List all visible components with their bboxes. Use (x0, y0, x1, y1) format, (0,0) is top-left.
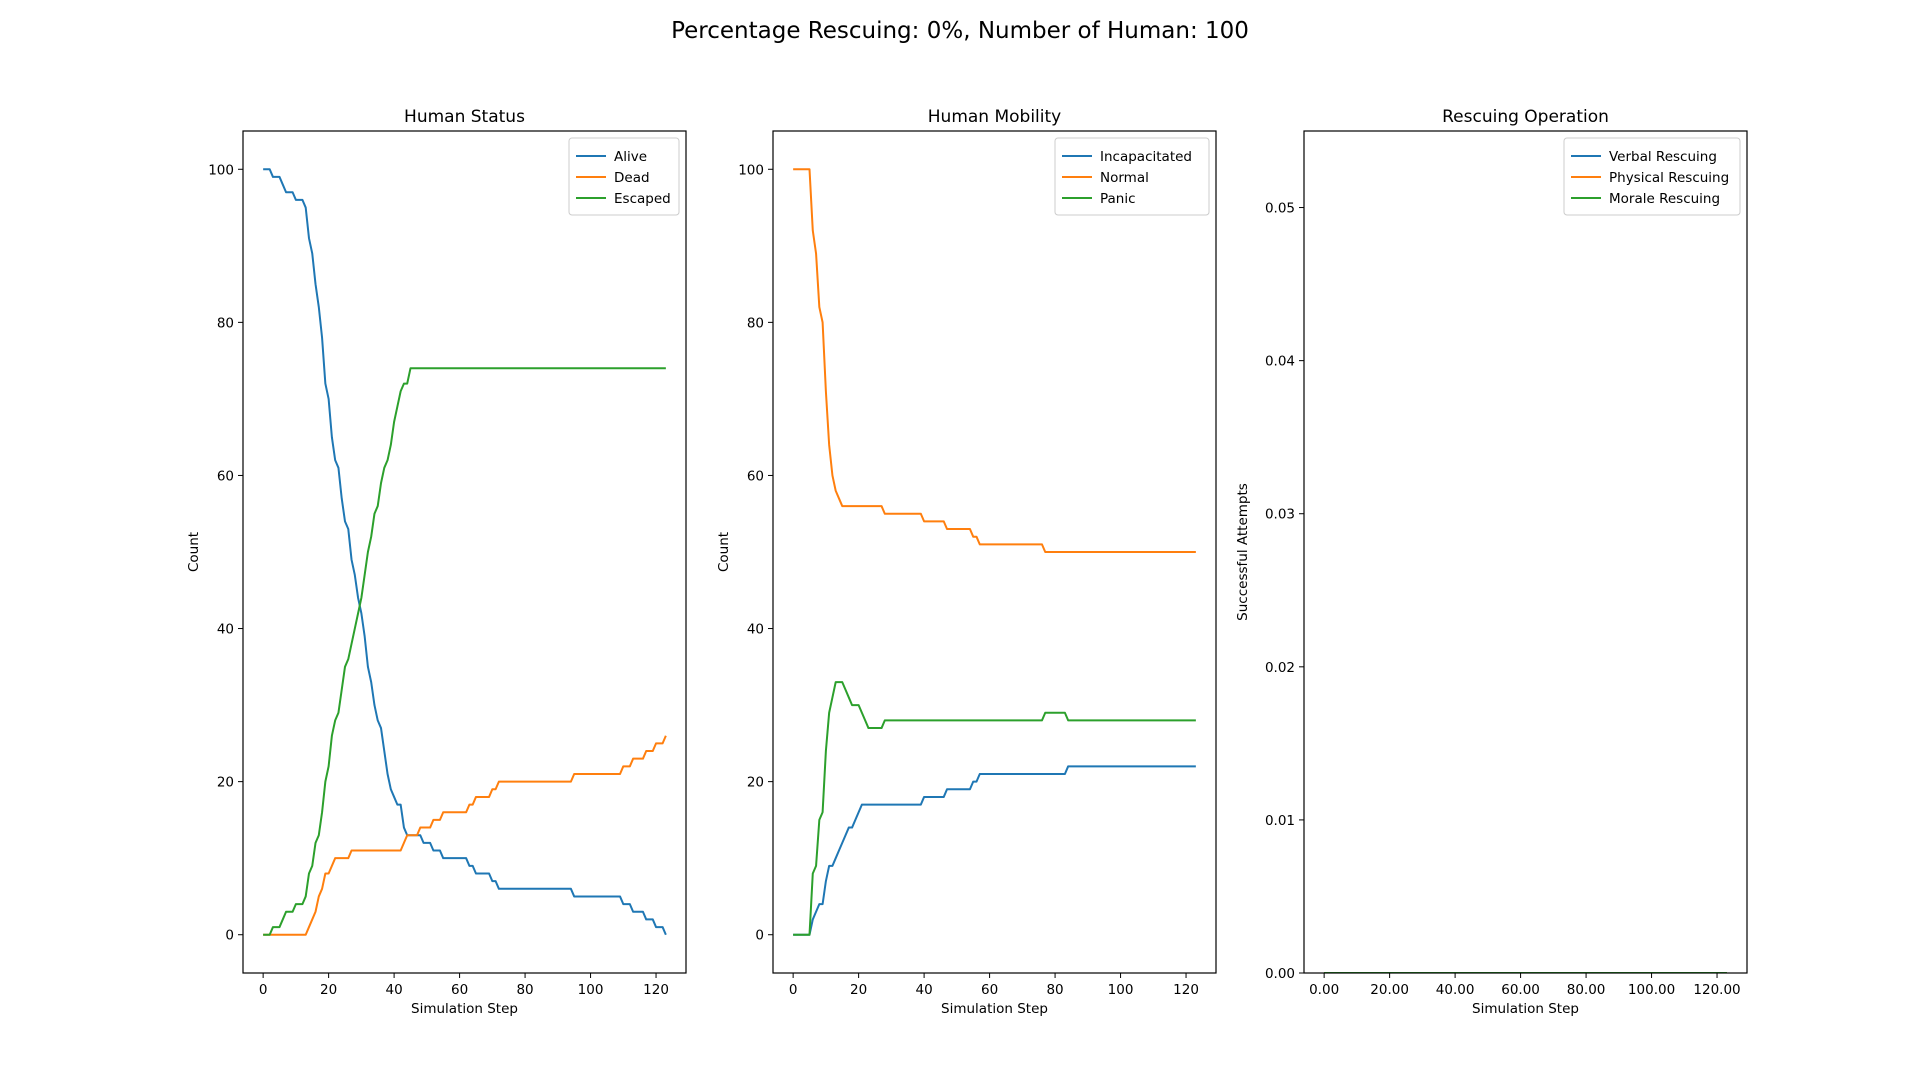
x-tick-label: 60 (981, 982, 998, 998)
subplot-title: Human Mobility (928, 107, 1061, 127)
y-tick-label: 80 (217, 315, 234, 331)
x-tick-label: 40 (916, 982, 933, 998)
x-tick-label: 80 (1046, 982, 1063, 998)
x-tick-label: 120 (1173, 982, 1199, 998)
x-tick-label: 0 (789, 982, 798, 998)
x-tick-label: 120.00 (1693, 982, 1740, 998)
legend: Incapacitated Normal Panic (1054, 137, 1210, 216)
x-tick-label: 60.00 (1501, 982, 1540, 998)
series-line-normal (793, 168, 1196, 553)
axes-frame (772, 130, 1217, 974)
x-tick-label: 100 (578, 982, 604, 998)
y-axis-label: Count (186, 532, 202, 572)
series-line-panic (793, 681, 1196, 936)
series-line-dead (263, 735, 667, 936)
series-line-escaped (263, 367, 666, 936)
y-tick-label: 0.01 (1265, 813, 1295, 829)
series-line-alive (263, 168, 667, 936)
y-tick-label: 80 (747, 315, 764, 331)
y-tick-label: 40 (747, 622, 764, 638)
y-tick-label: 0 (755, 928, 764, 944)
legend: Alive Dead Escaped (568, 137, 680, 216)
x-tick-label: 80.00 (1567, 982, 1606, 998)
legend-frame (1054, 137, 1210, 216)
y-tick-label: 60 (747, 468, 764, 484)
legend-label-morale-rescuing: Morale Rescuing (1609, 191, 1720, 207)
legend-label-incapacitated: Incapacitated (1100, 149, 1192, 165)
y-tick-label: 40 (217, 622, 234, 638)
x-tick-label: 20.00 (1370, 982, 1409, 998)
legend-label-physical-rescuing: Physical Rescuing (1609, 170, 1729, 186)
y-tick-label: 60 (217, 468, 234, 484)
x-tick-label: 40 (386, 982, 403, 998)
x-tick-label: 80 (516, 982, 533, 998)
legend-label-normal: Normal (1100, 170, 1149, 186)
x-tick-label: 0 (259, 982, 268, 998)
y-tick-label: 100 (208, 162, 234, 178)
series-line-incapacitated (793, 765, 1196, 936)
x-tick-label: 120 (643, 982, 669, 998)
x-axis-label: Simulation Step (1472, 1001, 1579, 1017)
legend-frame (568, 137, 680, 216)
x-tick-label: 100.00 (1628, 982, 1675, 998)
y-axis-label: Count (716, 532, 732, 572)
subplot-title: Human Status (404, 107, 525, 127)
x-axis-label: Simulation Step (941, 1001, 1048, 1017)
subplot-title: Rescuing Operation (1442, 107, 1609, 127)
y-tick-label: 100 (738, 162, 764, 178)
y-tick-label: 0.04 (1265, 354, 1295, 370)
x-tick-label: 100 (1108, 982, 1134, 998)
figure-suptitle: Percentage Rescuing: 0%, Number of Human… (671, 18, 1249, 44)
y-tick-label: 0.02 (1265, 660, 1295, 676)
legend-label-verbal-rescuing: Verbal Rescuing (1609, 149, 1717, 165)
x-tick-label: 0.00 (1309, 982, 1339, 998)
x-tick-label: 20 (850, 982, 867, 998)
x-tick-label: 40.00 (1436, 982, 1475, 998)
y-tick-label: 0.00 (1265, 966, 1295, 982)
y-tick-label: 20 (747, 775, 764, 791)
y-tick-label: 0.03 (1265, 507, 1295, 523)
legend-label-escaped: Escaped (614, 191, 671, 207)
axes-frame (242, 130, 687, 974)
axes-frame (1303, 130, 1748, 974)
y-axis-label: Successful Attempts (1235, 483, 1251, 621)
legend-label-alive: Alive (614, 149, 647, 165)
y-tick-label: 20 (217, 775, 234, 791)
x-axis-label: Simulation Step (411, 1001, 518, 1017)
x-tick-label: 20 (320, 982, 337, 998)
subplot-human-status: 0 20 40 60 80 100 120 0 20 40 60 80 100 Human Status S… (186, 107, 687, 1017)
y-tick-label: 0 (225, 928, 234, 944)
x-tick-label: 60 (451, 982, 468, 998)
legend-label-panic: Panic (1100, 191, 1136, 207)
legend-frame (1563, 137, 1741, 216)
subplots: 0 20 40 60 80 100 120 0 20 40 60 80 100 Human Status S… (186, 107, 1748, 1017)
subplot-human-mobility: 0 20 40 60 80 100 120 0 20 40 60 80 100 Human Mobilit… (716, 107, 1217, 1017)
y-tick-label: 0.05 (1265, 201, 1295, 217)
legend: Verbal Rescuing Physical Rescuing Morale R… (1563, 137, 1741, 216)
legend-label-dead: Dead (614, 170, 650, 186)
subplot-rescuing-operation: 0.00 20.00 40.00 60.00 80.00 100.00 120.00 0.00… (1235, 107, 1748, 1017)
